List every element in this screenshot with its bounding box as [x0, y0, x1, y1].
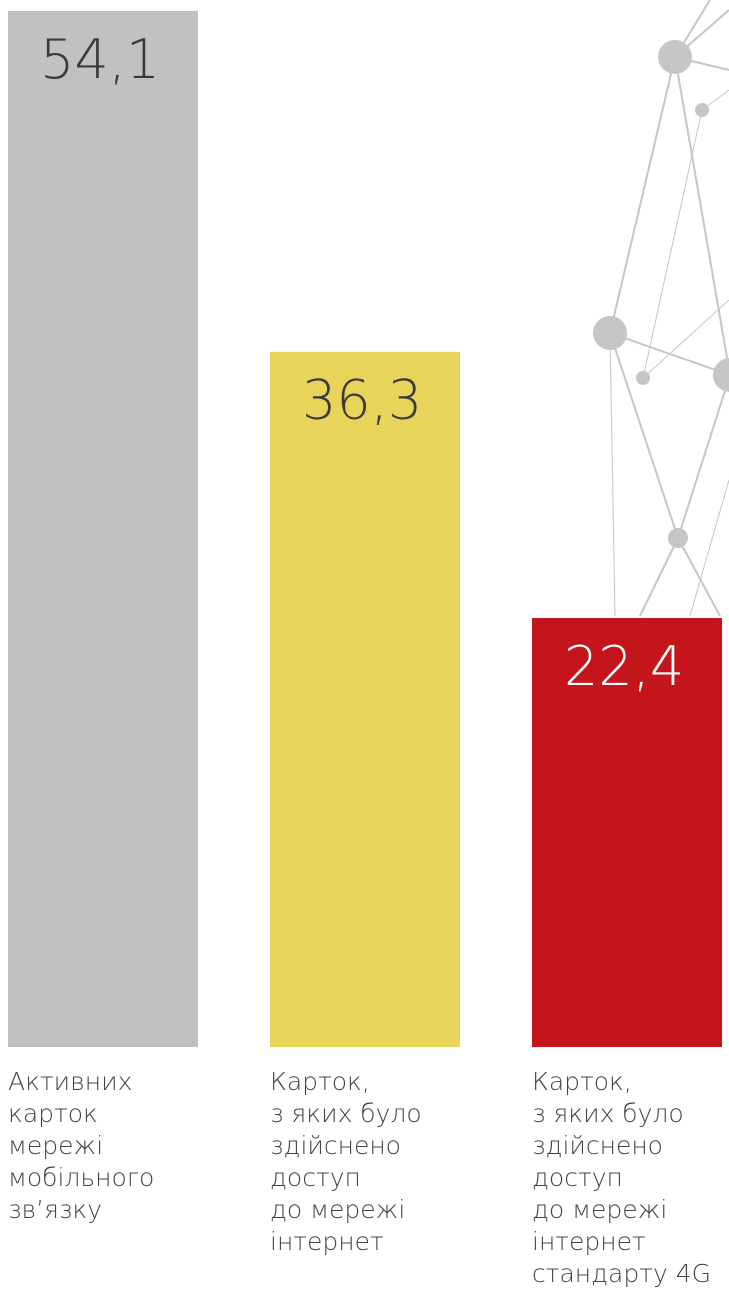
- category-label: Карток, з яких було здійснено доступ до …: [532, 1066, 711, 1290]
- value-label: 22,4: [564, 635, 684, 698]
- value-label: 54,1: [40, 28, 160, 91]
- bar: [8, 11, 198, 1047]
- bar: [270, 352, 460, 1047]
- value-label: 36,3: [302, 369, 422, 432]
- network-decoration: [594, 0, 729, 616]
- page: 54,136,322,4 (() => { const data = JSON.…: [0, 0, 729, 1311]
- category-label: Активних карток мережі мобільного зв’язк…: [8, 1066, 154, 1226]
- category-label: Карток, з яких було здійснено доступ до …: [270, 1066, 422, 1258]
